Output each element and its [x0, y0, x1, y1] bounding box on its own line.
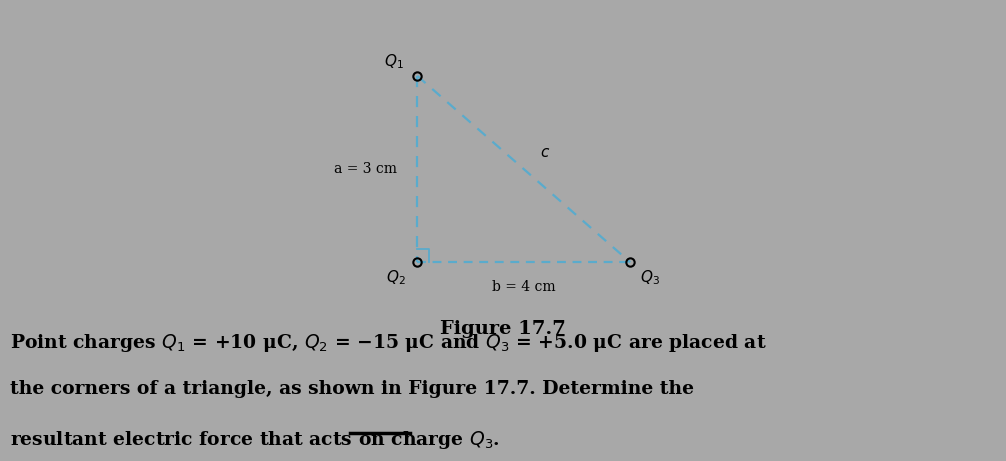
Text: $Q_3$: $Q_3$: [640, 268, 660, 287]
Text: Point charges $Q_1$ = +10 μC, $Q_2$ = −15 μC and $Q_3$ = +5.0 μC are placed at: Point charges $Q_1$ = +10 μC, $Q_2$ = −1…: [10, 332, 767, 354]
Text: resultant electric force that acts on charge $Q_3$.: resultant electric force that acts on ch…: [10, 429, 500, 451]
Text: the corners of a triangle, as shown in Figure 17.7. Determine the: the corners of a triangle, as shown in F…: [10, 380, 694, 398]
Text: $c$: $c$: [539, 146, 550, 160]
Text: $Q_2$: $Q_2$: [386, 268, 405, 287]
Text: a = 3 cm: a = 3 cm: [334, 162, 397, 176]
Text: $Q_1$: $Q_1$: [384, 52, 403, 71]
Text: b = 4 cm: b = 4 cm: [492, 280, 555, 294]
Text: Figure 17.7: Figure 17.7: [440, 320, 565, 338]
